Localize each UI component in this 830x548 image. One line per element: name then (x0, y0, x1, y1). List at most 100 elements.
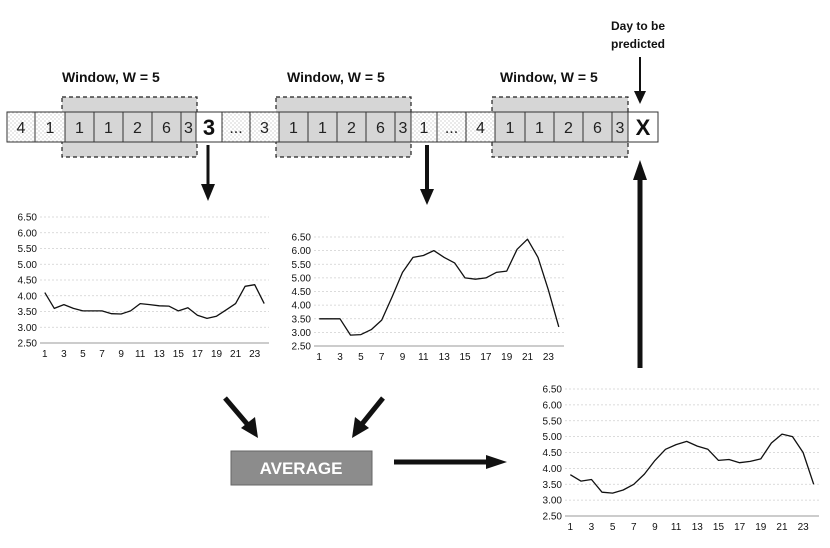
x-tick-label: 15 (173, 349, 185, 360)
y-tick-label: 5.00 (543, 432, 563, 443)
x-tick-label: 1 (568, 522, 574, 533)
y-tick-label: 2.50 (18, 339, 38, 350)
arrow-chart-2-to-average-shaft (360, 396, 385, 426)
chart-averaged-forecast: 2.503.003.504.004.505.005.506.006.501 3 5 7… (543, 385, 819, 533)
sequence-cell-label: 3 (184, 120, 193, 137)
sequence-cell (122, 111, 153, 143)
x-tick-label: 3 (337, 352, 343, 363)
arrow-average-to-result-head (486, 455, 507, 469)
sequence-cell-label: 3 (399, 120, 408, 137)
x-tick-label: 23 (543, 352, 555, 363)
chart-window-2-next-day: 2.503.003.504.004.505.005.506.006.501 3 5 7… (292, 233, 564, 363)
y-tick-label: 6.00 (18, 228, 38, 239)
sequence-cell-label: 3 (616, 120, 625, 137)
series-line (319, 238, 560, 336)
arrow-chart-1-to-average-shaft (223, 396, 250, 427)
sequence-cell-label: 4 (476, 120, 485, 137)
x-tick-label: 13 (154, 349, 166, 360)
x-tick-label: 17 (192, 349, 204, 360)
sequence-cell (436, 111, 467, 143)
series-line (569, 433, 815, 494)
window-label-1: Window, W = 5 (62, 69, 160, 85)
x-tick-label: 9 (118, 349, 124, 360)
x-tick-label: 7 (631, 522, 637, 533)
y-tick-label: 2.50 (543, 512, 563, 523)
y-tick-label: 6.50 (292, 233, 312, 244)
sequence-cell-label: 1 (535, 120, 544, 137)
sequence-cell (336, 111, 367, 143)
sequence-cell-label: 1 (318, 120, 327, 137)
x-tick-label: 11 (135, 349, 146, 360)
x-tick-label: 13 (692, 522, 704, 533)
sequence-cell (249, 111, 280, 143)
predicted-day-label: X (636, 115, 651, 140)
y-tick-label: 5.50 (18, 244, 38, 255)
sequence-cell (494, 111, 526, 143)
x-tick-label: 21 (776, 522, 788, 533)
x-tick-label: 21 (230, 349, 242, 360)
sequence-cell (64, 111, 95, 143)
y-tick-label: 6.50 (543, 385, 563, 396)
window-label-3: Window, W = 5 (500, 69, 598, 85)
y-tick-label: 3.50 (292, 314, 312, 325)
y-tick-label: 4.50 (543, 448, 563, 459)
sequence-cell (6, 111, 36, 143)
x-tick-label: 17 (734, 522, 746, 533)
x-tick-label: 9 (652, 522, 658, 533)
x-tick-label: 11 (671, 522, 682, 533)
x-tick-label: 13 (439, 352, 451, 363)
sequence-cell-label: 4 (17, 120, 26, 137)
prediction-note-line-1: Day to be (611, 19, 665, 33)
sequence-cell-label: ... (445, 120, 458, 137)
x-tick-label: 15 (459, 352, 471, 363)
y-tick-label: 5.50 (292, 260, 312, 271)
x-tick-label: 3 (589, 522, 595, 533)
x-tick-label: 1 (316, 352, 322, 363)
sequence-cell-label: 6 (376, 120, 385, 137)
sequence-cell (553, 111, 584, 143)
sequence-cell-label: 1 (46, 120, 55, 137)
arrow-chart-1-to-average-head (241, 417, 258, 438)
x-tick-label: 19 (501, 352, 513, 363)
sequence-cell (365, 111, 396, 143)
x-tick-label: 11 (418, 352, 429, 363)
y-tick-label: 6.50 (18, 213, 38, 224)
y-tick-label: 4.00 (292, 301, 312, 312)
series-line (44, 284, 265, 320)
sequence-cell (582, 111, 613, 143)
sequence-cell-label: 6 (162, 120, 171, 137)
arrow-day-2-down-head (420, 189, 434, 205)
sequence-cell-label: 1 (75, 120, 84, 137)
x-tick-label: 5 (358, 352, 364, 363)
sequence-cell (221, 111, 251, 143)
sequence-cell-label: 1 (420, 120, 429, 137)
y-tick-label: 4.00 (18, 291, 38, 302)
sequence-cell-label: 1 (289, 120, 298, 137)
sequence-cell-label: 2 (133, 120, 142, 137)
arrow-chart-2-to-average-head (352, 417, 369, 438)
y-tick-label: 6.00 (543, 400, 563, 411)
x-tick-label: 19 (755, 522, 767, 533)
average-label: AVERAGE (260, 459, 343, 478)
sequence-cell-label: 2 (347, 120, 356, 137)
sequence-cell (151, 111, 182, 143)
x-tick-label: 3 (61, 349, 67, 360)
sequence-cell-label: 3 (260, 120, 269, 137)
x-tick-label: 9 (400, 352, 406, 363)
sequence-cells: 4 1 1 1 2 6 3 3... 3 1 1 2 6 3 1... 4 1 1 2 6 3 X (6, 111, 659, 143)
y-tick-label: 4.00 (543, 464, 563, 475)
y-tick-label: 3.00 (18, 323, 38, 334)
y-tick-label: 3.00 (292, 328, 312, 339)
target-day-label: 3 (203, 115, 215, 140)
sequence-cell-label: 6 (593, 120, 602, 137)
x-tick-label: 5 (80, 349, 86, 360)
sequence-cell (307, 111, 338, 143)
chart-window-1-next-day: 2.503.003.504.004.505.005.506.006.501 3 5 7… (18, 213, 269, 360)
x-tick-label: 23 (249, 349, 261, 360)
sequence-cell-label: 1 (506, 120, 515, 137)
sequence-cell (524, 111, 555, 143)
arrow-day-1-down-head (201, 184, 215, 201)
y-tick-label: 6.00 (292, 246, 312, 257)
arrow-up-to-prediction-head (633, 160, 647, 180)
y-tick-label: 3.00 (543, 496, 563, 507)
